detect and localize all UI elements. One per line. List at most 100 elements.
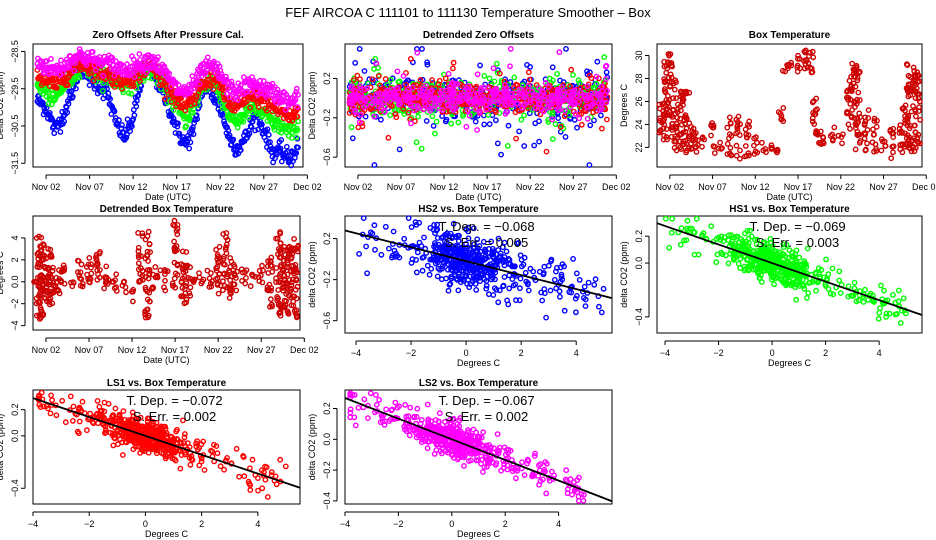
point-box-temp	[216, 243, 223, 250]
y-tick-label: 0.2	[322, 232, 332, 245]
point	[539, 297, 546, 304]
point-ls2	[63, 56, 70, 63]
point-ls2	[294, 104, 301, 110]
point-hs1	[429, 113, 436, 120]
y-axis-label: Degrees C	[0, 251, 5, 295]
point-ls2	[247, 88, 254, 95]
point-hs2	[531, 142, 538, 149]
point-box-temp	[856, 70, 862, 76]
point-hs2	[283, 143, 290, 150]
point-box-temp	[899, 105, 906, 112]
point-hs2	[574, 124, 580, 131]
point-ls1	[436, 77, 443, 84]
point-hs2	[361, 68, 368, 74]
point-ls2	[507, 46, 514, 52]
point-box-temp	[912, 129, 919, 136]
point-hs2	[133, 103, 140, 110]
plot-frame	[32, 43, 304, 168]
point-hs2	[49, 116, 56, 123]
point-ls1	[525, 69, 532, 76]
point-box-temp	[910, 103, 916, 110]
point	[517, 275, 524, 282]
x-tick-label: Nov 27	[247, 345, 276, 355]
point-hs2	[563, 46, 569, 52]
panels: Zero Offsets After Pressure Cal.Nov 02 No…	[0, 30, 936, 539]
point-ls2	[218, 71, 225, 78]
x-tick-label: −2	[406, 348, 416, 358]
point-hs2	[170, 115, 177, 122]
point-box-temp	[238, 266, 245, 273]
x-tick-label: Nov 22	[206, 182, 235, 192]
point-box-temp	[265, 270, 272, 276]
point-box-temp	[911, 122, 918, 129]
point-box-temp	[273, 265, 280, 271]
point	[582, 303, 589, 309]
point-ls1	[407, 56, 414, 62]
point-box-temp	[219, 278, 226, 285]
point-ls1	[543, 148, 550, 155]
point-ls2	[193, 77, 200, 84]
point-hs2	[498, 151, 504, 158]
x-axis-label: Date (UTC)	[455, 192, 501, 202]
point-ls1	[375, 73, 382, 80]
point-hs1	[518, 116, 525, 123]
point-ls2	[71, 68, 78, 74]
point-hs2	[73, 85, 79, 92]
point-box-temp	[708, 132, 714, 139]
point-hs1	[481, 72, 488, 79]
point-box-temp	[808, 69, 815, 76]
y-tick-label: 30	[634, 50, 644, 60]
x-tick-label: Nov 07	[387, 182, 416, 192]
point-hs2	[246, 130, 253, 137]
point-box-temp	[247, 283, 254, 290]
point-box-temp	[733, 142, 740, 149]
x-tick-label: 0	[464, 348, 469, 358]
point-ls2	[474, 71, 481, 78]
x-axis-label: Date (UTC)	[143, 355, 189, 365]
x-tick-label: Nov 22	[204, 345, 233, 355]
y-tick-label: −0.6	[322, 312, 332, 330]
point-box-temp	[113, 271, 120, 278]
point-hs2	[61, 118, 67, 125]
point-box-temp	[230, 281, 237, 288]
point-hs2	[430, 123, 437, 129]
point-box-temp	[233, 287, 240, 294]
y-tick-label: −4	[10, 320, 20, 330]
x-tick-label: 4	[574, 348, 579, 358]
point-ls1	[449, 65, 456, 72]
x-tick-label: Nov 22	[516, 182, 545, 192]
point-box-temp	[917, 117, 924, 123]
point-hs1	[549, 136, 556, 143]
point-ls1	[119, 85, 125, 92]
point-box-temp	[861, 135, 868, 142]
x-tick-label: Nov 07	[698, 182, 727, 192]
data-points	[346, 46, 611, 168]
point-ls2	[191, 85, 198, 92]
point-hs2	[127, 128, 134, 135]
point-ls2	[48, 56, 54, 62]
point-ls2	[295, 91, 301, 98]
point-box-temp	[916, 98, 923, 105]
point-box-temp	[835, 132, 842, 139]
point-hs2	[356, 46, 363, 52]
point-box-temp	[86, 254, 93, 261]
point-box-temp	[882, 143, 889, 150]
point-ls2	[188, 87, 194, 94]
x-tick-label: Dec 02	[912, 182, 936, 192]
point-ls2	[136, 51, 143, 57]
point-box-temp	[831, 124, 838, 131]
point	[444, 266, 451, 273]
y-tick-label: −29.5	[10, 77, 20, 100]
point-ls2	[400, 73, 407, 79]
point-box-temp	[161, 284, 167, 291]
point-ls2	[490, 65, 497, 72]
point-ls2	[204, 54, 211, 61]
point-hs1	[371, 66, 377, 72]
point-ls1	[168, 98, 175, 105]
point-box-temp	[162, 277, 168, 284]
point-box-temp	[897, 122, 904, 129]
point	[557, 293, 563, 300]
point-hs2	[116, 117, 122, 124]
point-box-temp	[76, 272, 83, 279]
point-hs2	[371, 162, 378, 168]
